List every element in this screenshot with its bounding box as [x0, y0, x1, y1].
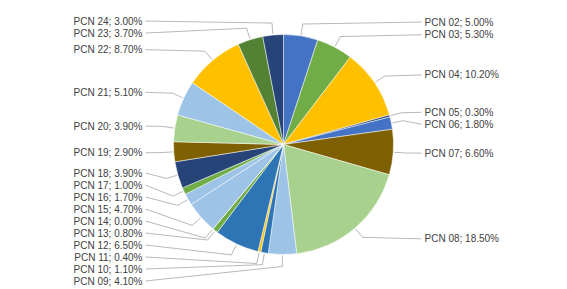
leader-line	[146, 28, 250, 38]
leader-line	[301, 22, 421, 35]
slice-label: PCN 20; 3.90%	[74, 121, 143, 132]
leader-line	[146, 50, 213, 60]
leader-line	[394, 152, 421, 154]
slice-label: PCN 09; 4.10%	[74, 276, 143, 287]
chart-container: PCN 02; 5.00%PCN 03; 5.30% PCN 04; 10.20%…	[0, 0, 567, 289]
leader-line	[146, 21, 273, 34]
labels: PCN 02; 5.00%PCN 03; 5.30% PCN 04; 10.20%…	[74, 16, 500, 287]
slice-label: PCN 17; 1.00%	[74, 180, 143, 191]
leader-line	[146, 185, 183, 196]
leader-line	[375, 75, 421, 82]
slice-label: PCN 03; 5.30%	[425, 29, 494, 40]
slice-label: PCN 04; 10.20%	[425, 69, 500, 80]
leader-line	[146, 209, 201, 225]
leader-line	[146, 173, 177, 178]
slice-label: PCN 08; 18.50%	[425, 233, 500, 244]
slice-label: PCN 21; 5.10%	[74, 87, 143, 98]
slice-label: PCN 13; 0.80%	[74, 228, 143, 239]
slice-label: PCN 07; 6.60%	[425, 148, 494, 159]
leader-line	[335, 35, 421, 47]
leader-line	[146, 231, 215, 240]
slice-label: PCN 18; 3.90%	[74, 168, 143, 179]
slice-label: PCN 11; 0.40%	[74, 252, 142, 263]
leader-line	[391, 112, 422, 115]
slice-label: PCN 05; 0.30%	[425, 107, 494, 118]
leader-line	[146, 151, 173, 153]
slice-label: PCN 14; 0.00%	[74, 216, 143, 227]
slice-label: PCN 10; 1.10%	[74, 264, 143, 275]
slice-label: PCN 02; 5.00%	[425, 17, 494, 28]
slice-label: PCN 16; 1.70%	[74, 192, 143, 203]
leader-line	[146, 126, 174, 128]
leader-line	[146, 254, 265, 269]
leader-line	[392, 121, 421, 125]
leader-line	[146, 245, 237, 255]
leader-line	[146, 253, 260, 264]
leader-line	[356, 229, 422, 239]
pie-slice	[263, 35, 284, 145]
leader-line	[146, 92, 183, 97]
slice-label: PCN 15; 4.70%	[74, 204, 143, 215]
slice-label: PCN 22; 8.70%	[74, 44, 143, 55]
pie-chart: PCN 02; 5.00%PCN 03; 5.30% PCN 04; 10.20%…	[0, 0, 567, 289]
slice-label: PCN 23; 3.70%	[74, 28, 143, 39]
leader-line	[146, 221, 213, 238]
slices	[174, 35, 394, 255]
slice-label: PCN 12; 6.50%	[74, 240, 143, 251]
leader-lines	[146, 21, 422, 281]
slice-label: PCN 19; 2.90%	[74, 147, 143, 158]
slice-label: PCN 24; 3.00%	[74, 16, 143, 27]
pie-slice	[174, 142, 284, 162]
leader-line	[146, 197, 188, 205]
slice-label: PCN 06; 1.80%	[425, 119, 494, 130]
